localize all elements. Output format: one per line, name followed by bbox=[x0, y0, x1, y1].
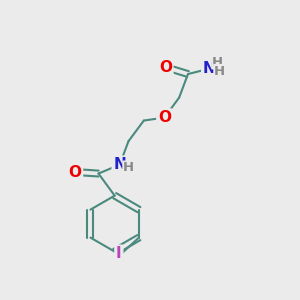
Text: O: O bbox=[159, 60, 172, 75]
Text: I: I bbox=[116, 246, 122, 261]
Text: N: N bbox=[203, 61, 216, 76]
Text: H: H bbox=[214, 64, 225, 78]
Text: N: N bbox=[113, 157, 126, 172]
Text: H: H bbox=[123, 161, 134, 174]
Text: H: H bbox=[212, 56, 223, 69]
Text: O: O bbox=[158, 110, 171, 125]
Text: O: O bbox=[68, 165, 81, 180]
